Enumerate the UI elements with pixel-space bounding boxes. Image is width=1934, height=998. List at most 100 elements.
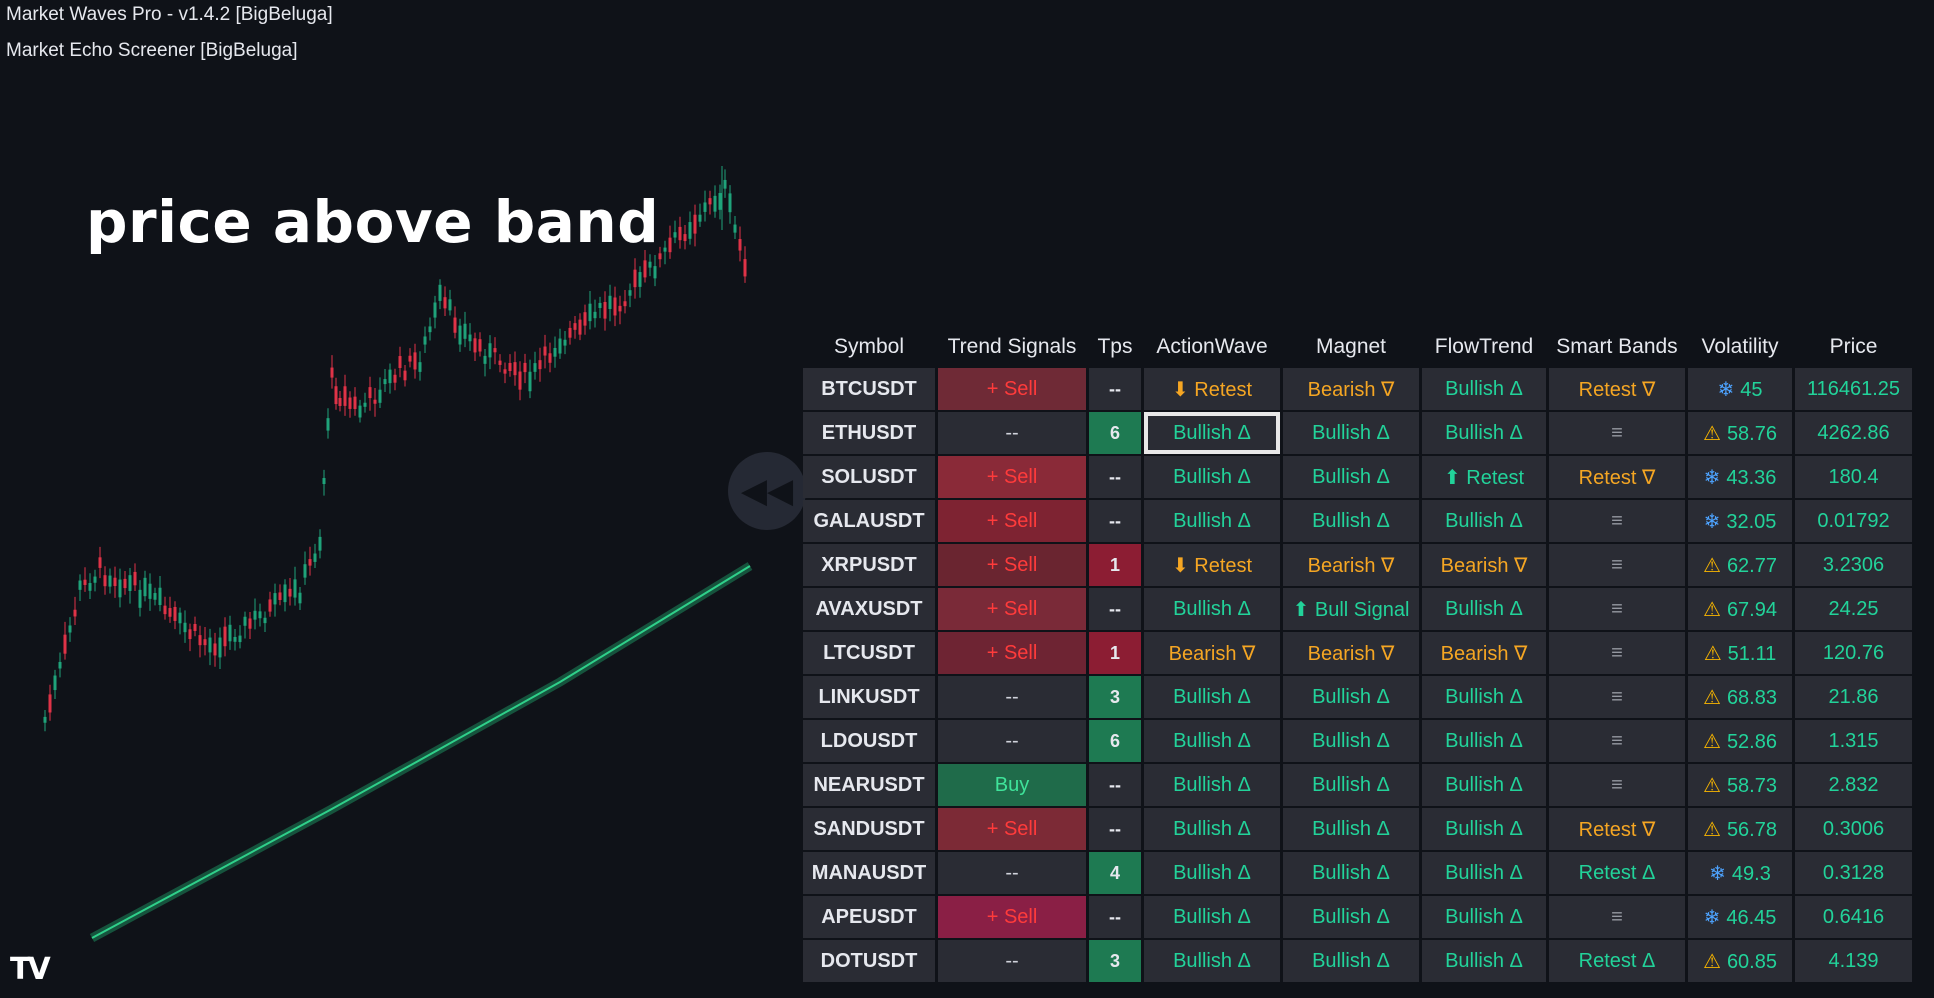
table-row[interactable]: APEUSDT + Sell -- Bullish Δ Bullish Δ Bullish… [803, 896, 1912, 938]
table-row[interactable]: XRPUSDT + Sell 1 ⬇ Retest Bearish ∇ Bearish ∇… [803, 544, 1912, 586]
magnet-cell: Bearish ∇ [1283, 632, 1419, 674]
candle-body [188, 629, 192, 640]
indicator-label[interactable]: Market Echo Screener [BigBeluga] [6, 40, 298, 61]
symbol-cell: DOTUSDT [803, 940, 935, 982]
tps-cell: 1 [1089, 632, 1141, 674]
table-row[interactable]: MANAUSDT -- 4 Bullish Δ Bullish Δ Bullish Δ Re… [803, 852, 1912, 894]
actionwave-cell: Bullish Δ [1144, 896, 1280, 938]
flowtrend-cell: Bullish Δ [1422, 808, 1546, 850]
warning-icon: ⚠ [1703, 774, 1721, 797]
price-cell: 116461.25 [1795, 368, 1912, 410]
volatility-value: 51.11 [1727, 642, 1777, 665]
candle-body [713, 195, 717, 212]
smart-bands-cell: ≡ [1549, 544, 1685, 586]
candle-body [353, 396, 357, 409]
trend-signal-cell: -- [938, 940, 1086, 982]
price-cell: 3.2306 [1795, 544, 1912, 586]
trend-signal-cell: + Sell [938, 588, 1086, 630]
volatility-cell: ⚠ 52.86 [1688, 720, 1792, 762]
candle-body [343, 386, 347, 406]
candle-body [373, 399, 377, 404]
candle-body [123, 578, 127, 589]
volatility-cell: ⚠ 60.85 [1688, 940, 1792, 982]
volatility-cell: ❄ 45 [1688, 368, 1792, 410]
candle-body [443, 297, 447, 309]
flowtrend-cell: Bullish Δ [1422, 588, 1546, 630]
candle-body [288, 588, 292, 597]
table-row[interactable]: ETHUSDT -- 6 Bullish Δ Bullish Δ Bullish Δ ≡ ⚠ 5… [803, 412, 1912, 454]
actionwave-cell: ⬇ Retest [1144, 368, 1280, 410]
smart-bands-cell: ≡ [1549, 632, 1685, 674]
candle-body [253, 610, 257, 620]
symbol-cell: LTCUSDT [803, 632, 935, 674]
candle-body [258, 611, 262, 619]
candle-body [330, 367, 334, 378]
candle-body [628, 290, 632, 296]
price-cell: 21.86 [1795, 676, 1912, 718]
table-row[interactable]: DOTUSDT -- 3 Bullish Δ Bullish Δ Bullish Δ Ret… [803, 940, 1912, 982]
flowtrend-cell: Bullish Δ [1422, 500, 1546, 542]
candle-body [403, 370, 407, 381]
smart-bands-cell: ≡ [1549, 764, 1685, 806]
price-cell: 2.832 [1795, 764, 1912, 806]
candle-body [173, 606, 177, 621]
candle-body [128, 575, 132, 591]
candle-body [363, 402, 367, 407]
symbol-cell: SOLUSDT [803, 456, 935, 498]
actionwave-cell: Bullish Δ [1144, 500, 1280, 542]
candle-body [528, 371, 532, 392]
candle-body [143, 577, 147, 597]
candle-body [538, 360, 542, 370]
candle-body [598, 302, 602, 308]
band-fill [89, 562, 753, 942]
price-cell: 1.315 [1795, 720, 1912, 762]
candle-body [468, 334, 472, 342]
smart-bands-cell: ≡ [1549, 720, 1685, 762]
price-cell: 120.76 [1795, 632, 1912, 674]
volatility-cell: ❄ 43.36 [1688, 456, 1792, 498]
candle-body [473, 338, 477, 353]
candle-body [483, 355, 487, 364]
candle-body [233, 636, 237, 642]
tps-cell: -- [1089, 456, 1141, 498]
column-header: Price [1829, 335, 1878, 358]
tps-cell: 3 [1089, 940, 1141, 982]
magnet-cell: Bullish Δ [1283, 412, 1419, 454]
volatility-cell: ❄ 46.45 [1688, 896, 1792, 938]
indicator-label[interactable]: Market Waves Pro - v1.4.2 [BigBeluga] [6, 4, 333, 25]
tradingview-logo[interactable]: TV [10, 952, 51, 987]
symbol-cell: GALAUSDT [803, 500, 935, 542]
candle-body [728, 193, 732, 213]
magnet-cell: Bearish ∇ [1283, 368, 1419, 410]
table-row[interactable]: LTCUSDT + Sell 1 Bearish ∇ Bearish ∇ Bearish … [803, 632, 1912, 674]
candle-body [673, 232, 677, 238]
candle-body [718, 193, 722, 210]
volatility-value: 46.45 [1726, 906, 1777, 929]
volatility-cell: ⚠ 67.94 [1688, 588, 1792, 630]
tps-cell: 1 [1089, 544, 1141, 586]
table-row[interactable]: AVAXUSDT + Sell -- Bullish Δ ⬆ Bull Signal Bu… [803, 588, 1912, 630]
collapse-icon[interactable]: ◀◀ [728, 452, 806, 530]
candle-body [263, 617, 267, 624]
magnet-cell: Bullish Δ [1283, 852, 1419, 894]
snowflake-icon: ❄ [1703, 906, 1721, 929]
table-row[interactable]: LDOUSDT -- 6 Bullish Δ Bullish Δ Bullish Δ ≡ ⚠ 5… [803, 720, 1912, 762]
table-row[interactable]: SANDUSDT + Sell -- Bullish Δ Bullish Δ Bullis… [803, 808, 1912, 850]
flowtrend-cell: Bullish Δ [1422, 940, 1546, 982]
magnet-cell: Bullish Δ [1283, 500, 1419, 542]
actionwave-cell: Bullish Δ [1144, 456, 1280, 498]
flowtrend-cell: Bullish Δ [1422, 852, 1546, 894]
candle-body [408, 355, 412, 362]
candle-body [638, 272, 642, 287]
table-row[interactable]: NEARUSDT Buy -- Bullish Δ Bullish Δ Bullish Δ… [803, 764, 1912, 806]
flowtrend-cell: Bearish ∇ [1422, 632, 1546, 674]
volatility-value: 43.36 [1726, 466, 1777, 489]
table-row[interactable]: LINKUSDT -- 3 Bullish Δ Bullish Δ Bullish Δ ≡ ⚠… [803, 676, 1912, 718]
volatility-value: 49.3 [1731, 862, 1771, 885]
table-row[interactable]: GALAUSDT + Sell -- Bullish Δ Bullish Δ Bullis… [803, 500, 1912, 542]
table-row[interactable]: SOLUSDT + Sell -- Bullish Δ Bullish Δ ⬆ Retes… [803, 456, 1912, 498]
table-row[interactable]: BTCUSDT + Sell -- ⬇ Retest Bearish ∇ Bullish … [803, 368, 1912, 410]
candle-body [683, 234, 687, 242]
price-chart[interactable] [0, 0, 800, 998]
price-cell: 180.4 [1795, 456, 1912, 498]
